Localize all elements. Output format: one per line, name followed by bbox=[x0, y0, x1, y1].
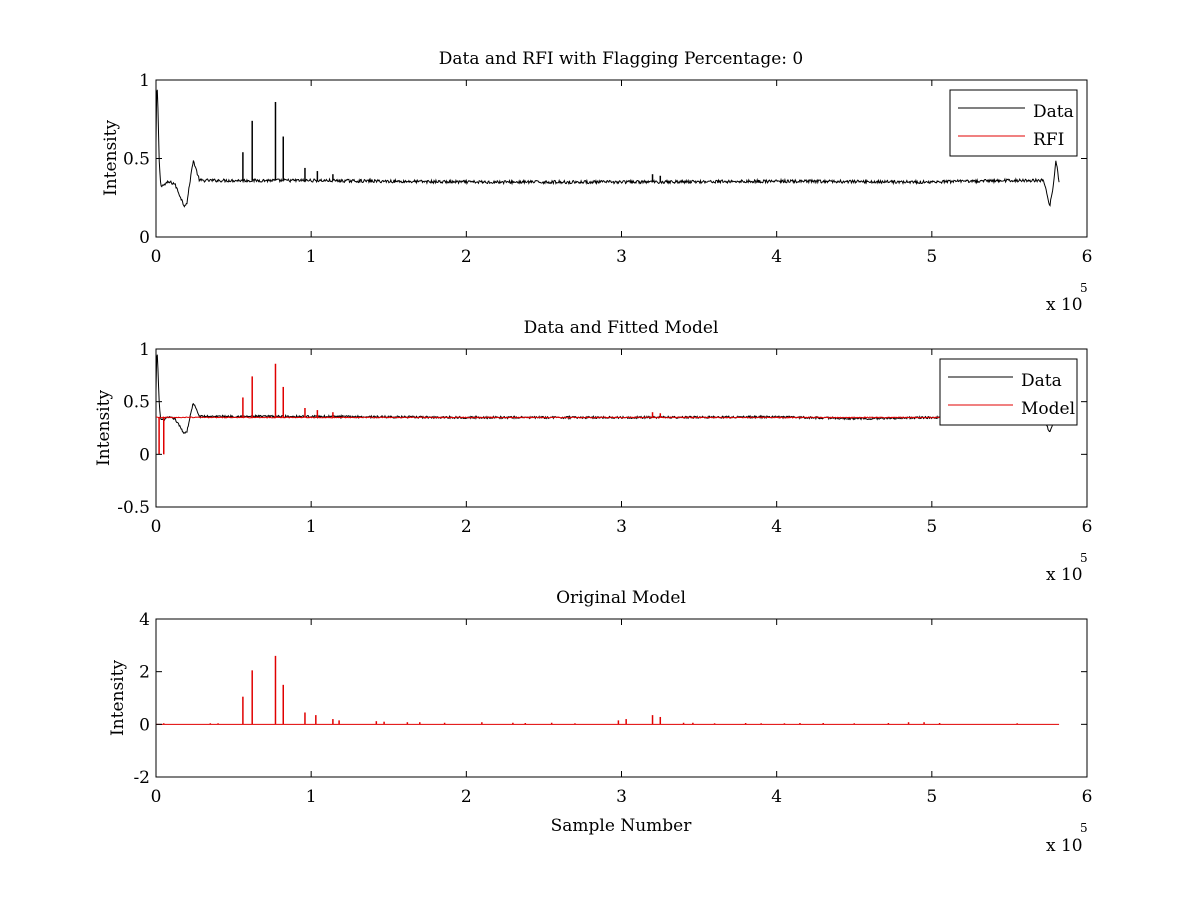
y-tick-label: 0.5 bbox=[123, 150, 150, 170]
x-tick-label: 6 bbox=[1082, 517, 1093, 537]
x-tick-label: 2 bbox=[461, 787, 472, 807]
panel-1-multiplier-exponent: 5 bbox=[1080, 281, 1088, 295]
axes-frame bbox=[155, 79, 1088, 238]
panel-3-multiplier: x 10 5 bbox=[1046, 821, 1088, 856]
x-tick-label: 5 bbox=[926, 517, 937, 537]
x-tick-label: 2 bbox=[461, 517, 472, 537]
panel-3-xlabel: Sample Number bbox=[551, 816, 693, 836]
panel-1-ylabel: Intensity bbox=[101, 120, 121, 196]
y-tick-label: -0.5 bbox=[117, 498, 150, 518]
series-line-data bbox=[156, 89, 1060, 208]
x-tick-label: 1 bbox=[306, 787, 317, 807]
series-layer bbox=[156, 655, 1060, 725]
panel-2: Data and Fitted Model Intensity 0 1 2 3 4 5 6 -… bbox=[94, 318, 1092, 585]
y-tick-label: 4 bbox=[139, 610, 150, 630]
y-tick-label: 1 bbox=[139, 340, 150, 360]
x-tick-label: 5 bbox=[926, 247, 937, 267]
x-tick-label: 0 bbox=[151, 787, 162, 807]
y-tick-label: 0 bbox=[139, 228, 150, 248]
panel-1-legend-label-rfi: RFI bbox=[1033, 130, 1064, 150]
series-layer bbox=[156, 89, 1060, 208]
panel-3-title: Original Model bbox=[556, 588, 686, 608]
panel-3-multiplier-base: x 10 bbox=[1046, 836, 1083, 856]
y-tick-label: 0.5 bbox=[123, 393, 150, 413]
x-tick-label: 5 bbox=[926, 787, 937, 807]
axes-frame bbox=[155, 348, 1088, 508]
panel-2-plot-area: 0 1 2 3 4 5 6-0.500.51 bbox=[117, 340, 1092, 537]
x-tick-label: 0 bbox=[151, 247, 162, 267]
y-tick-label: 0 bbox=[139, 715, 150, 735]
series-layer bbox=[156, 354, 1060, 455]
panel-2-legend: Data Model bbox=[939, 358, 1078, 426]
x-tick-label: 2 bbox=[461, 247, 472, 267]
panel-2-legend-label-model: Model bbox=[1021, 399, 1075, 419]
panel-2-title: Data and Fitted Model bbox=[524, 318, 719, 338]
panel-1-legend-box bbox=[949, 89, 1078, 157]
x-tick-label: 3 bbox=[616, 517, 627, 537]
x-tick-label: 4 bbox=[771, 517, 782, 537]
x-tick-label: 0 bbox=[151, 517, 162, 537]
y-tick-label: 0 bbox=[139, 445, 150, 465]
panel-2-multiplier: x 10 5 bbox=[1046, 551, 1088, 585]
panel-1-legend: Data RFI bbox=[949, 89, 1078, 157]
panel-1-plot-area: 0 1 2 3 4 5 6 0 0.5 1 bbox=[123, 71, 1092, 267]
y-tick-label: -2 bbox=[133, 768, 150, 788]
panel-1: Data and RFI with Flagging Percentage: 0… bbox=[101, 49, 1092, 315]
panel-2-legend-label-data: Data bbox=[1021, 371, 1062, 391]
series-line-model bbox=[156, 416, 1060, 419]
panel-1-multiplier-base: x 10 bbox=[1046, 295, 1083, 315]
axes-frame bbox=[155, 618, 1088, 778]
y-tick-label: 1 bbox=[139, 71, 150, 91]
panel-3-ylabel: Intensity bbox=[108, 660, 128, 736]
panel-2-multiplier-base: x 10 bbox=[1046, 565, 1083, 585]
panel-2-multiplier-exponent: 5 bbox=[1080, 551, 1088, 565]
panel-3-multiplier-exponent: 5 bbox=[1080, 821, 1088, 835]
panel-1-title: Data and RFI with Flagging Percentage: 0 bbox=[439, 49, 803, 69]
x-tick-label: 6 bbox=[1082, 787, 1093, 807]
y-tick-label: 2 bbox=[139, 663, 150, 683]
x-tick-label: 3 bbox=[616, 247, 627, 267]
panel-1-legend-label-data: Data bbox=[1033, 102, 1074, 122]
x-tick-label: 1 bbox=[306, 247, 317, 267]
panel-2-ylabel: Intensity bbox=[94, 390, 114, 466]
x-tick-label: 6 bbox=[1082, 247, 1093, 267]
x-tick-label: 4 bbox=[771, 787, 782, 807]
panel-2-legend-box bbox=[939, 358, 1078, 426]
x-tick-label: 1 bbox=[306, 517, 317, 537]
panel-1-multiplier: x 10 5 bbox=[1046, 281, 1088, 315]
x-tick-label: 4 bbox=[771, 247, 782, 267]
x-tick-label: 3 bbox=[616, 787, 627, 807]
